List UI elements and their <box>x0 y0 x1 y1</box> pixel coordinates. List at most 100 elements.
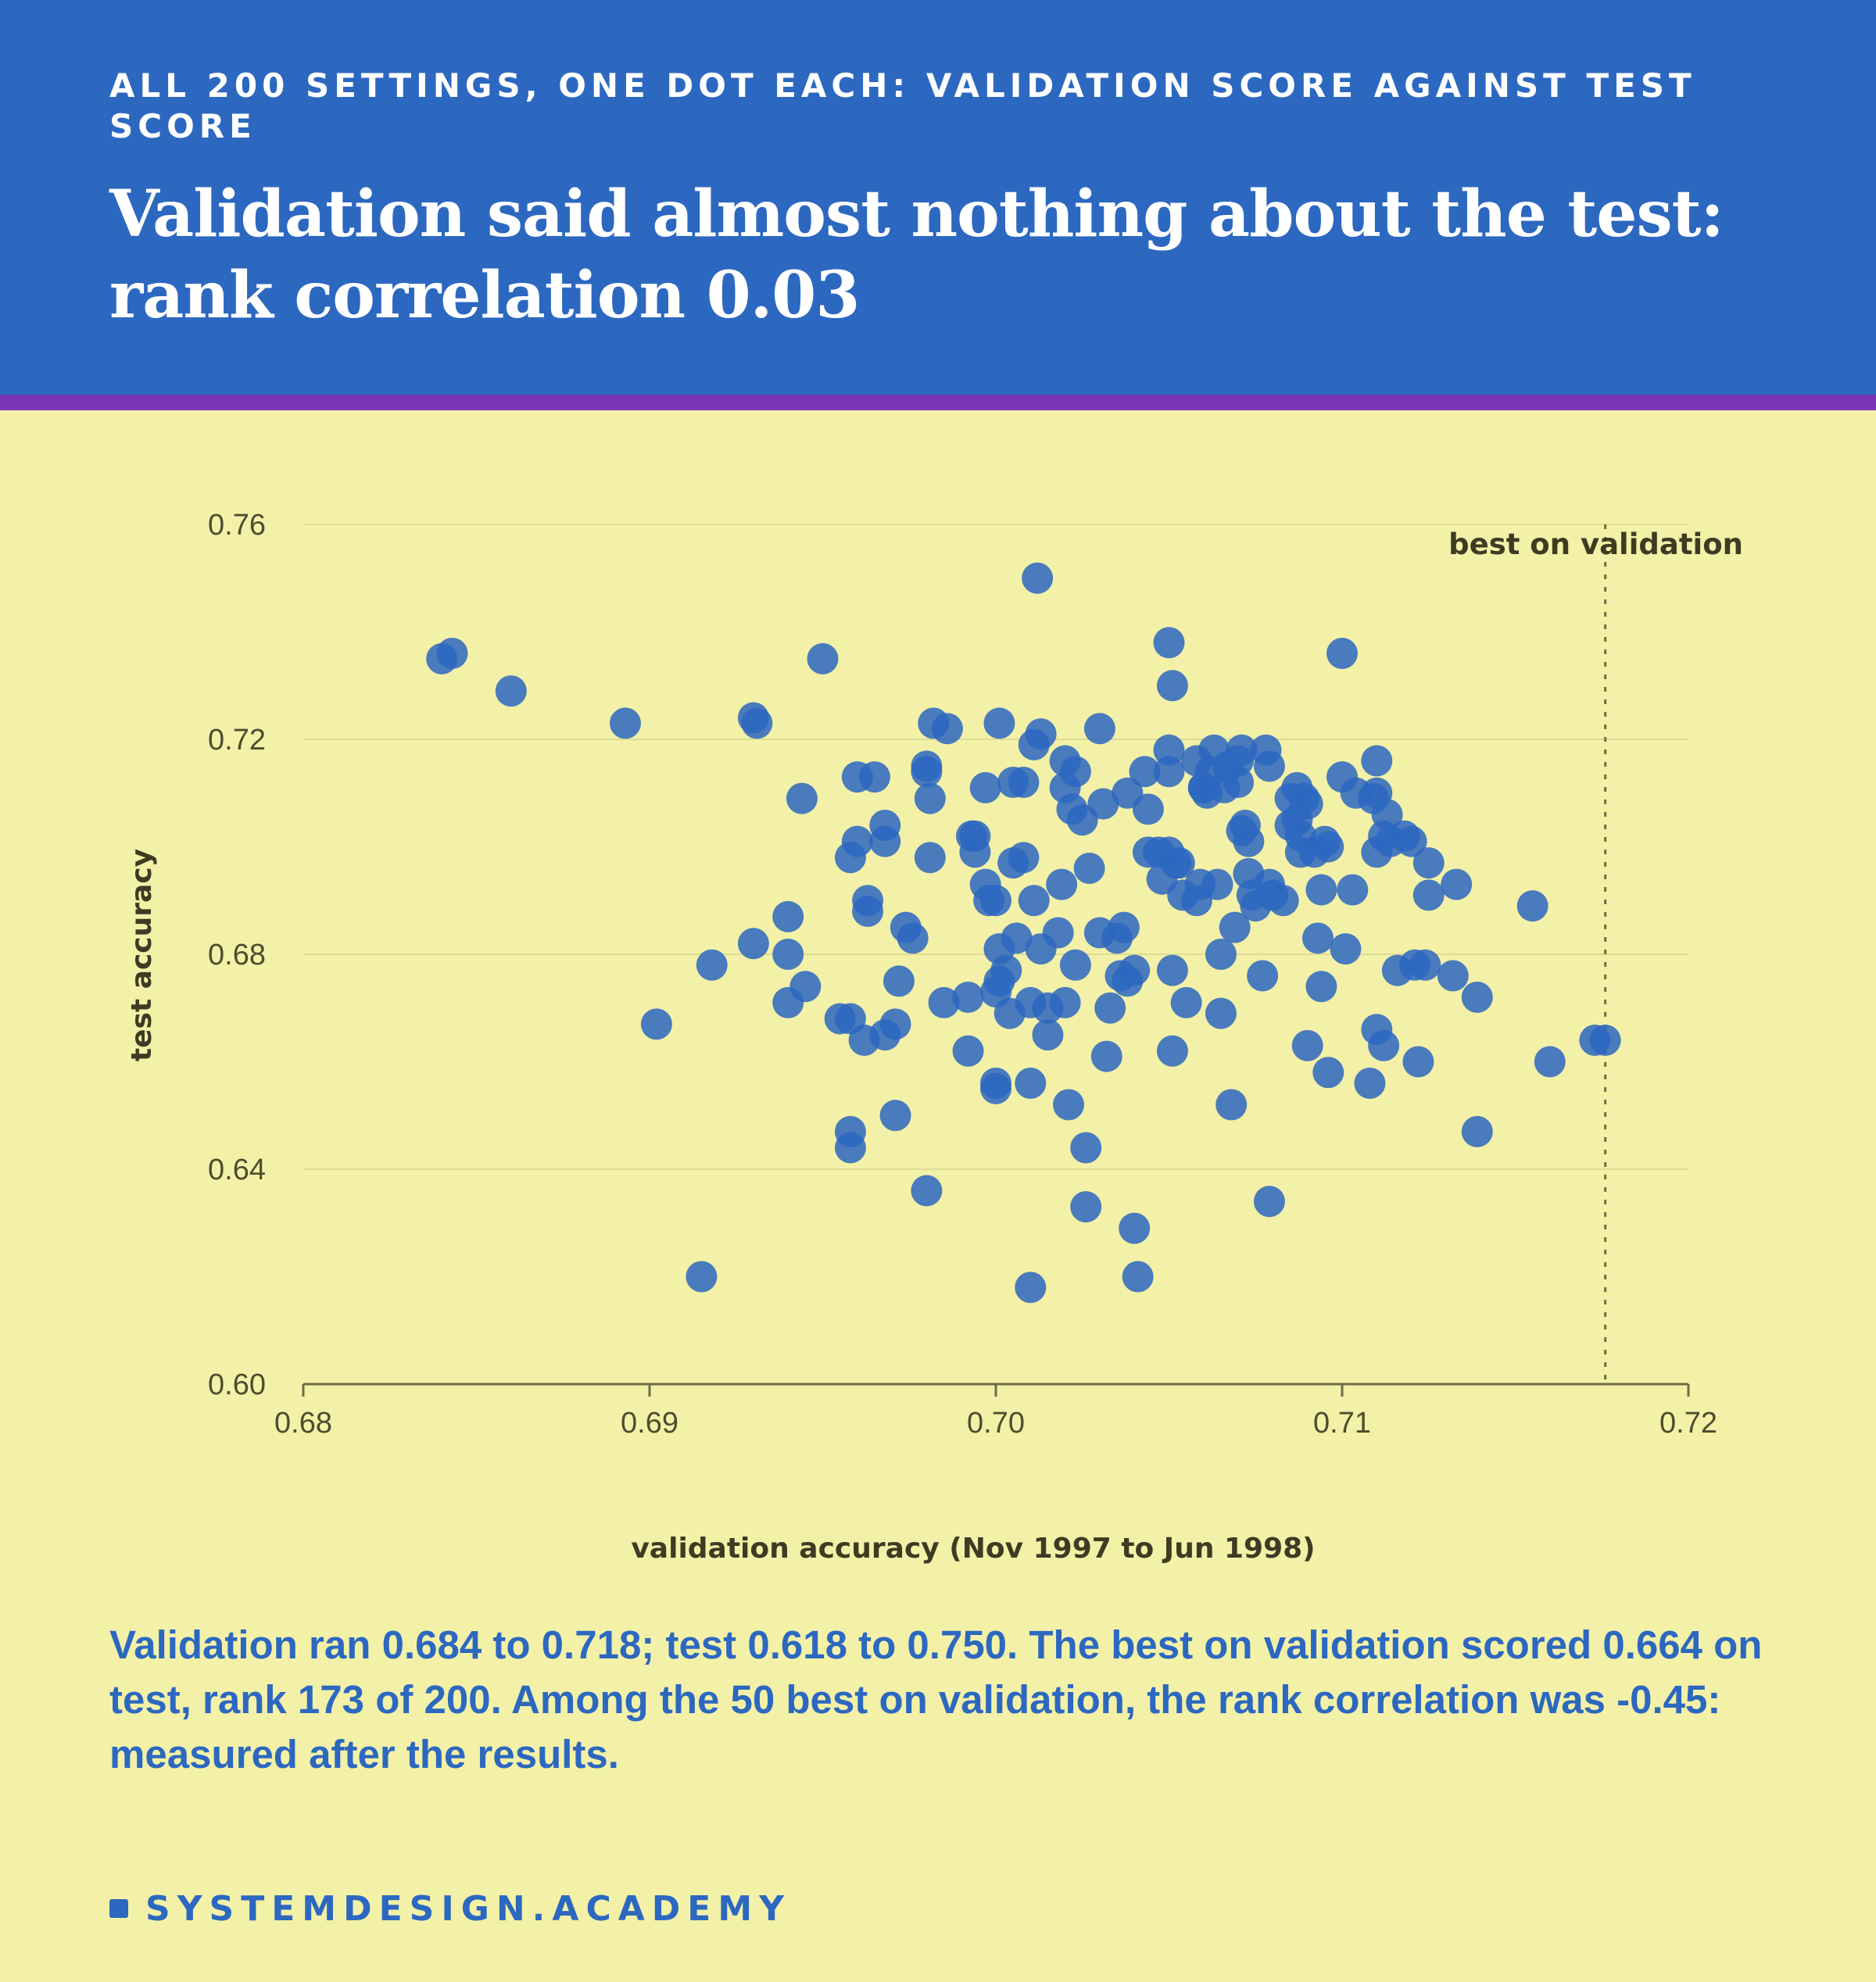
data-point <box>1201 868 1233 900</box>
data-point <box>1205 997 1237 1029</box>
data-point <box>1073 853 1105 884</box>
data-point <box>737 928 769 960</box>
x-tick-label: 0.71 <box>1313 1407 1371 1440</box>
data-point <box>807 642 839 674</box>
axes: 0.60 0.64 0.68 0.72 0.76 0.68 0.69 0.70 0.71 0.72 <box>208 509 1717 1440</box>
data-point <box>1042 917 1074 949</box>
data-point <box>1441 868 1473 900</box>
data-point <box>1253 1186 1285 1218</box>
data-point <box>1025 718 1057 750</box>
data-point <box>914 842 946 874</box>
data-point <box>914 782 946 814</box>
data-point <box>1070 1132 1102 1164</box>
x-tick-label: 0.69 <box>621 1407 678 1440</box>
data-point <box>1412 847 1445 879</box>
data-point <box>928 986 960 1018</box>
chart-kicker: ALL 200 SETTINGS, ONE DOT EACH: VALIDATI… <box>109 66 1696 145</box>
data-point <box>1156 1035 1188 1067</box>
brand-name: SYSTEMDESIGN.ACADEMY <box>145 1888 792 1929</box>
data-point <box>609 707 641 739</box>
data-point <box>1022 562 1054 594</box>
y-tick-label: 0.76 <box>208 509 266 542</box>
data-point <box>897 922 929 954</box>
data-point <box>1083 713 1115 745</box>
y-tick-label: 0.72 <box>208 724 266 757</box>
data-point <box>1337 874 1369 906</box>
data-point <box>1247 960 1279 992</box>
data-point <box>1305 874 1337 906</box>
data-point <box>1312 831 1344 863</box>
data-point <box>1153 756 1185 788</box>
grid-lines <box>303 524 1688 1170</box>
data-point <box>1589 1025 1621 1056</box>
data-point <box>1119 1212 1151 1244</box>
data-point <box>1046 868 1078 900</box>
data-point <box>1516 890 1548 922</box>
data-point <box>883 965 915 997</box>
data-point <box>1330 933 1362 965</box>
data-point <box>1001 922 1033 954</box>
data-point <box>1153 734 1185 766</box>
data-point <box>1267 885 1299 917</box>
data-point <box>952 982 984 1013</box>
data-point <box>869 810 901 841</box>
data-point <box>640 1008 672 1040</box>
reference-line-group: best on validation <box>1448 524 1743 1384</box>
data-point <box>983 707 1015 739</box>
data-point <box>1534 1046 1566 1078</box>
data-point <box>879 1100 911 1132</box>
data-point <box>1437 960 1469 992</box>
data-point <box>1223 767 1255 798</box>
data-point <box>1461 1115 1493 1147</box>
brand-footer[interactable]: SYSTEMDESIGN.ACADEMY <box>109 1885 791 1932</box>
data-point <box>1156 670 1188 702</box>
x-tick-label: 0.72 <box>1659 1407 1717 1440</box>
chart-headline: Validation said almost nothing about the… <box>109 177 1724 333</box>
best-on-validation-label: best on validation <box>1448 528 1743 561</box>
data-point <box>952 1035 984 1067</box>
data-point <box>990 954 1022 986</box>
header-banner: ALL 200 SETTINGS, ONE DOT EACH: VALIDATI… <box>0 0 1876 395</box>
data-point <box>841 825 873 857</box>
data-point <box>1371 799 1403 831</box>
data-point <box>1122 1261 1154 1293</box>
data-point <box>686 1261 718 1293</box>
data-point <box>858 761 890 793</box>
data-point <box>1015 1068 1047 1099</box>
data-point <box>1312 1057 1344 1089</box>
x-tick-label: 0.68 <box>274 1407 332 1440</box>
data-point <box>1305 971 1337 1003</box>
data-point <box>1070 1191 1102 1223</box>
data-points <box>426 562 1621 1304</box>
data-point <box>1032 1019 1064 1051</box>
data-point <box>959 836 991 868</box>
data-point <box>1205 939 1237 970</box>
data-point <box>1153 627 1185 659</box>
brand-square-icon <box>109 1899 128 1918</box>
data-point <box>786 782 818 814</box>
data-point <box>1219 911 1251 943</box>
data-point <box>911 756 943 788</box>
data-point <box>1053 1089 1085 1121</box>
data-point <box>1412 879 1445 911</box>
data-point <box>1129 756 1161 788</box>
data-point <box>980 1072 1011 1104</box>
data-point <box>436 638 468 669</box>
data-point <box>1018 885 1050 917</box>
data-point <box>969 771 1001 803</box>
data-point <box>1368 1029 1400 1061</box>
data-point <box>911 1175 943 1207</box>
y-axis-title: test accuracy <box>126 849 158 1061</box>
data-point <box>1156 954 1188 986</box>
data-point <box>980 885 1011 917</box>
data-point <box>852 896 884 927</box>
data-point <box>495 675 527 707</box>
data-point <box>1253 750 1285 782</box>
data-point <box>1215 1089 1248 1121</box>
data-point <box>1395 825 1427 857</box>
x-axis-title: validation accuracy (Nov 1997 to Jun 199… <box>631 1533 1315 1565</box>
data-point <box>1059 949 1091 981</box>
data-point <box>879 1008 911 1040</box>
data-point <box>772 939 804 970</box>
data-point <box>1132 793 1164 825</box>
